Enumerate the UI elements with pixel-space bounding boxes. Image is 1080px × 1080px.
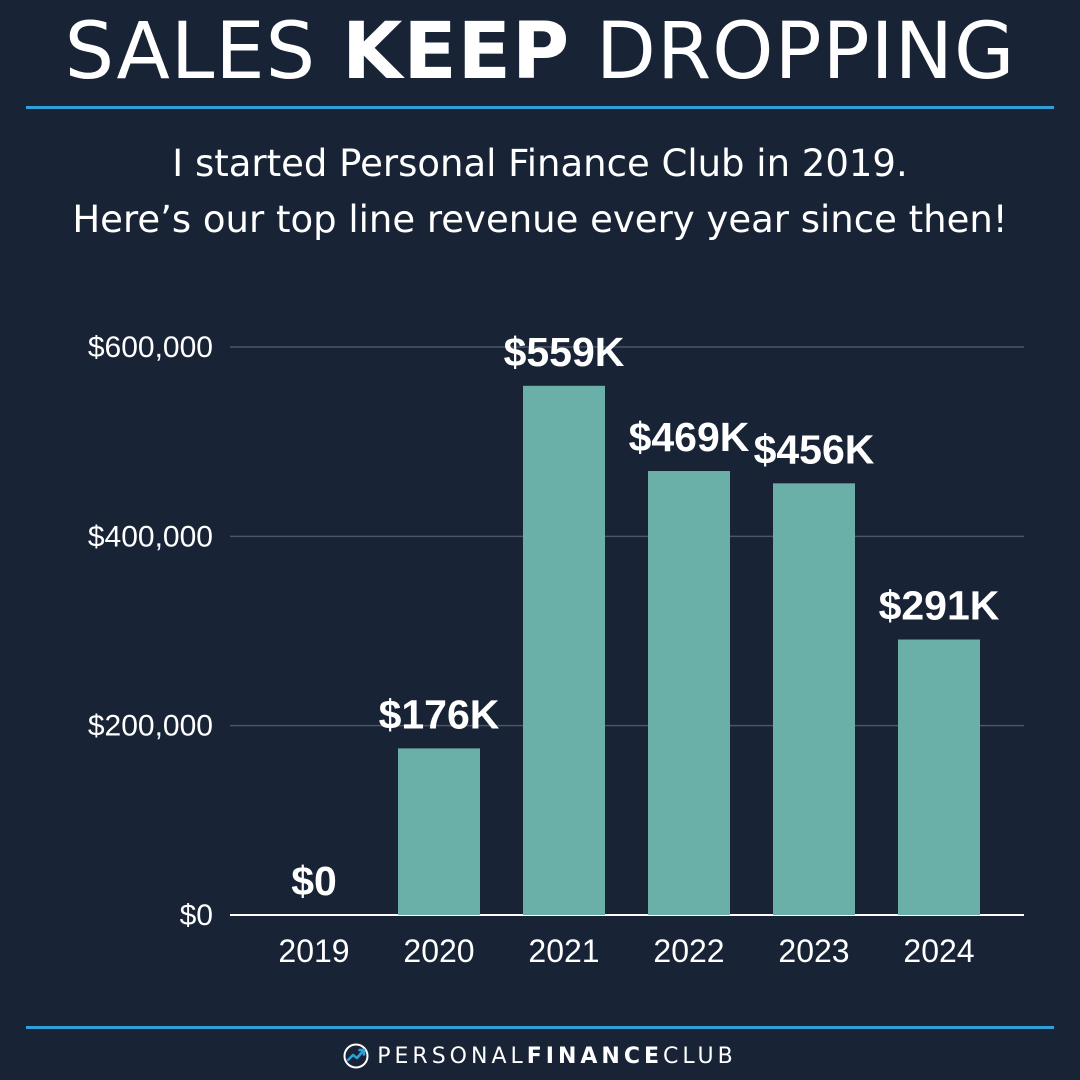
trend-arrow-icon [343, 1043, 369, 1069]
bottom-divider [26, 1026, 1054, 1029]
footer: PERSONALFINANCECLUB [0, 1040, 1080, 1072]
data-label-2024: $291K [879, 583, 1000, 629]
x-tick-label-2019: 2019 [278, 933, 349, 969]
y-tick-label-0: $0 [180, 899, 213, 932]
subtitle-line-1: I started Personal Finance Club in 2019. [172, 142, 908, 185]
y-tick-label-2: $400,000 [88, 520, 213, 553]
x-tick-label-2024: 2024 [903, 933, 974, 969]
brand-finance: FINANCE [526, 1043, 664, 1069]
headline-emphasis: KEEP [341, 7, 571, 97]
data-label-2019: $0 [291, 858, 337, 904]
data-label-2021: $559K [504, 329, 625, 375]
data-label-2023: $456K [754, 426, 875, 472]
bar-2020 [398, 748, 480, 915]
x-tick-label-2023: 2023 [778, 933, 849, 969]
brand-personal: PERSONAL [377, 1043, 527, 1069]
subtitle-line-2: Here’s our top line revenue every year s… [72, 198, 1008, 241]
headline-part-1: SALES [64, 7, 342, 97]
brand-club: CLUB [663, 1043, 737, 1069]
x-tick-label-2022: 2022 [653, 933, 724, 969]
y-tick-label-1: $200,000 [88, 710, 213, 743]
bar-2023 [773, 483, 855, 915]
data-label-2022: $469K [629, 414, 750, 460]
bar-2022 [648, 471, 730, 915]
bar-2021 [523, 385, 605, 915]
x-tick-label-2020: 2020 [403, 933, 474, 969]
subtitle: I started Personal Finance Club in 2019.… [0, 136, 1080, 248]
data-label-2020: $176K [379, 691, 500, 737]
headline: SALES KEEP DROPPING [0, 4, 1080, 100]
headline-part-2: DROPPING [570, 7, 1016, 97]
bar-2024 [898, 639, 980, 915]
top-divider [26, 106, 1054, 109]
y-tick-label-3: $600,000 [88, 331, 213, 364]
x-tick-label-2021: 2021 [528, 933, 599, 969]
brand-wordmark: PERSONALFINANCECLUB [377, 1044, 736, 1069]
